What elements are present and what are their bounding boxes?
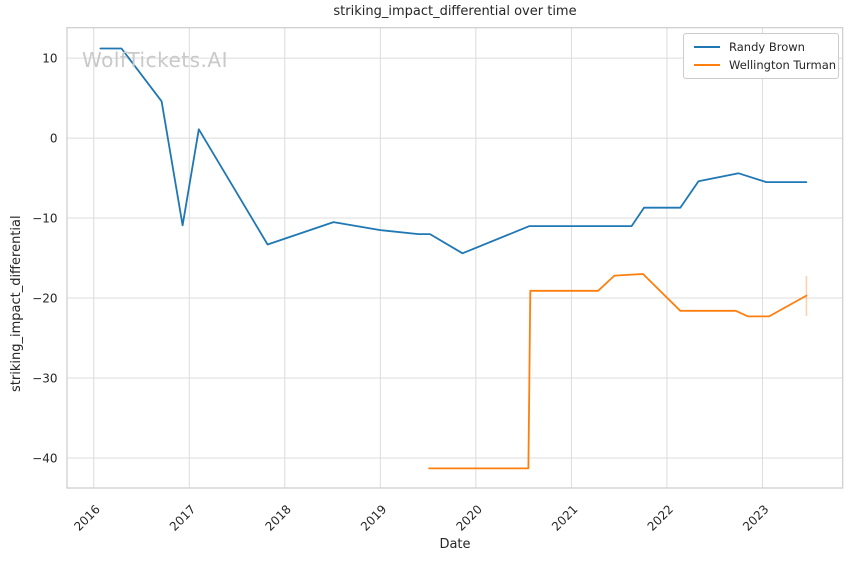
y-tick-label-10: 10: [42, 52, 57, 66]
legend-item-label: Randy Brown: [729, 40, 805, 54]
x-tick-label-2022: 2022: [645, 502, 676, 533]
x-tick-label-2016: 2016: [71, 502, 102, 533]
x-tick-label-2021: 2021: [549, 502, 580, 533]
legend-line-swatch-orange: [694, 63, 720, 67]
watermark: WolfTickets.AI: [82, 48, 228, 72]
x-axis-label: Date: [439, 537, 471, 552]
x-tick-label-2019: 2019: [358, 502, 389, 533]
y-tick-label-0: 0: [50, 132, 58, 146]
x-tick-label-2020: 2020: [453, 502, 484, 533]
series-line-wellington-turman: [428, 273, 808, 470]
plot-border: [66, 27, 844, 489]
y-tick-label--30: −30: [32, 372, 57, 386]
legend-item-randy-brown: Randy Brown: [694, 40, 828, 54]
legend-item-label: Wellington Turman: [729, 58, 837, 72]
y-axis-label: striking_impact_differential: [9, 215, 24, 392]
x-tick-label-2023: 2023: [740, 502, 771, 533]
legend-item-wellington-turman: Wellington Turman: [694, 58, 836, 72]
chart-title: striking_impact_differential over time: [333, 4, 577, 19]
legend: Randy Brown Wellington Turman: [683, 33, 839, 79]
y-tick-label--10: −10: [32, 212, 57, 226]
x-tick-label-2018: 2018: [262, 502, 293, 533]
x-tick-label-2017: 2017: [167, 502, 198, 533]
y-tick-label--20: −20: [32, 292, 57, 306]
series-line-randy-brown: [99, 47, 808, 255]
y-tick-label--40: −40: [32, 452, 57, 466]
legend-line-swatch-blue: [694, 45, 720, 49]
